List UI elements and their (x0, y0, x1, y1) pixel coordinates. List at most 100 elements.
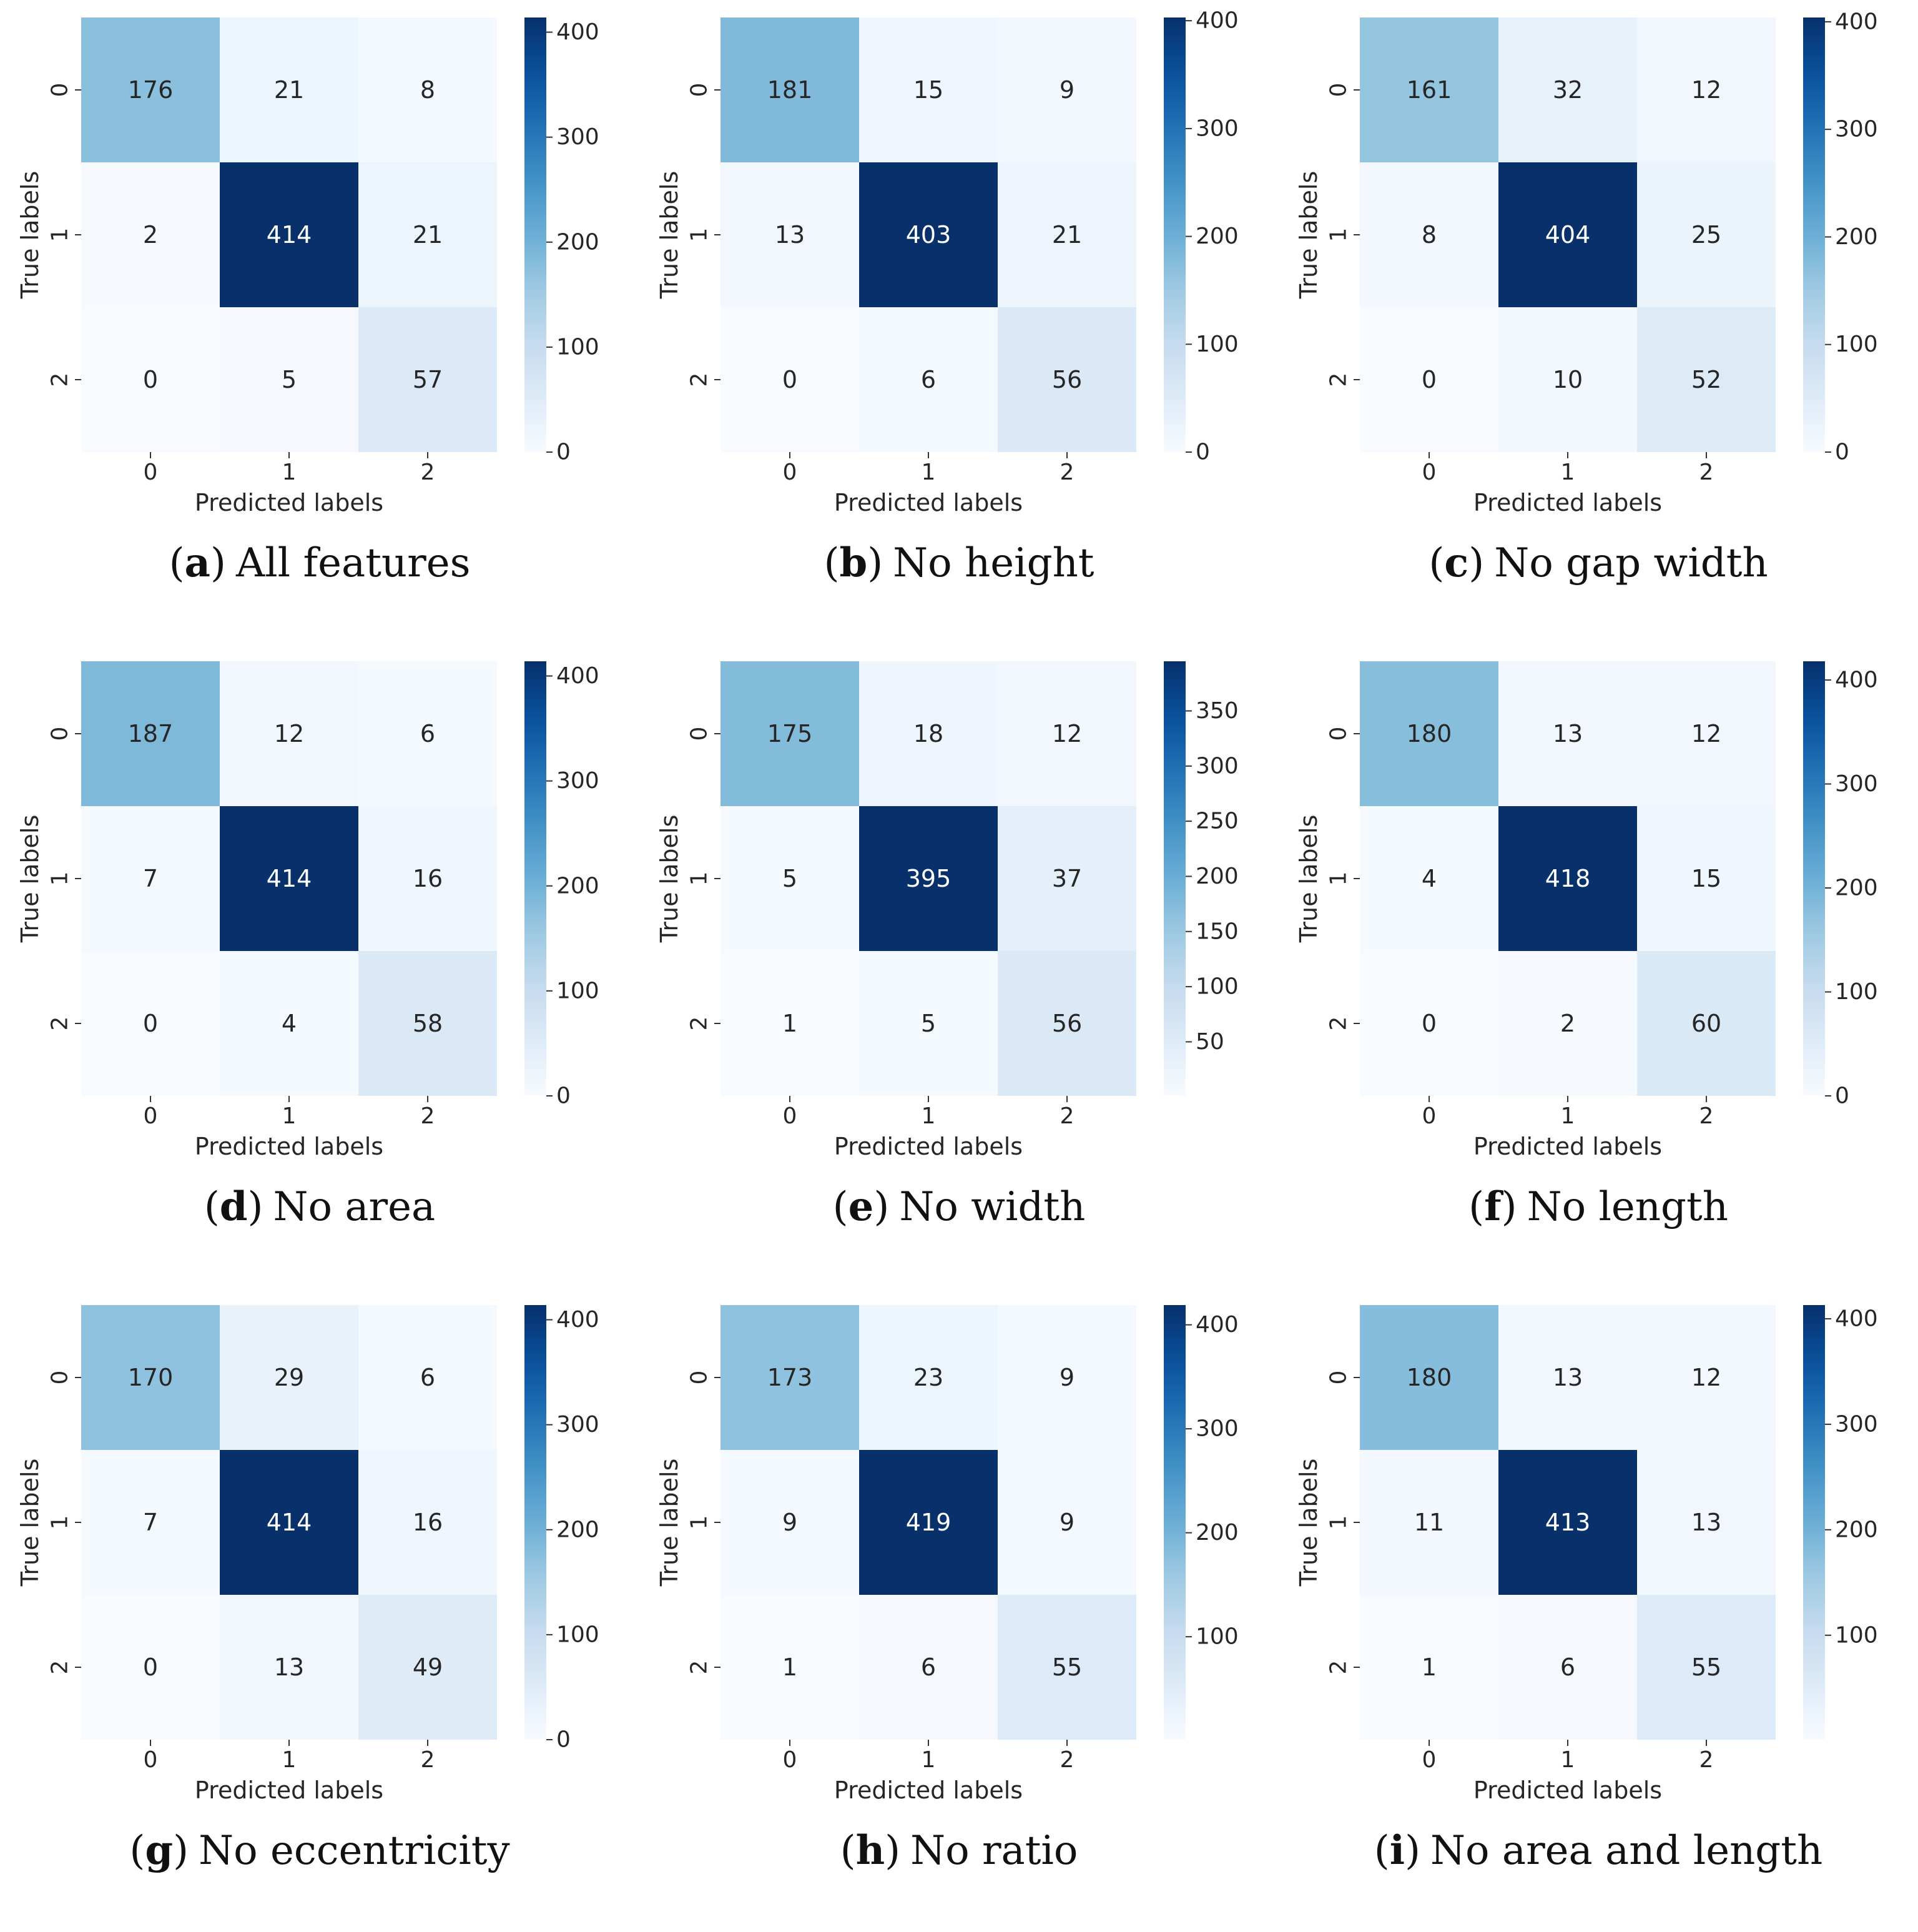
heatmap-cell (1360, 162, 1498, 307)
cell-value-label: 11 (1414, 1509, 1444, 1536)
subfigure-caption: (e) No width (639, 1182, 1279, 1232)
x-tick-label: 2 (421, 1103, 435, 1129)
heatmap-cell (1498, 1305, 1637, 1450)
colorbar-tick-label: 100 (556, 978, 599, 1003)
cell-value-label: 6 (921, 1654, 936, 1681)
cell-value-label: 5 (782, 865, 797, 892)
heatmap-cell (1637, 307, 1776, 452)
x-tick-label: 2 (1699, 1747, 1714, 1773)
heatmap-cell (1360, 17, 1498, 162)
heatmap-cell (1637, 1595, 1776, 1740)
colorbar (524, 661, 546, 1096)
caption-close-paren: ) (873, 1184, 890, 1230)
colorbar-tick-label: 100 (556, 1622, 599, 1647)
heatmap-cell (220, 806, 358, 951)
y-tick-label: 0 (47, 83, 73, 97)
colorbar-tick-label: 100 (1196, 1624, 1239, 1650)
caption-close-paren: ) (210, 540, 226, 586)
heatmap-cell (1498, 806, 1637, 951)
y-axis-label: True labels (656, 1459, 683, 1587)
y-axis-label: True labels (16, 171, 44, 300)
cell-value-label: 18 (913, 720, 943, 747)
x-tick-label: 2 (421, 460, 435, 485)
y-tick-label: 1 (47, 1516, 73, 1530)
colorbar-tick-label: 0 (556, 1083, 571, 1109)
cell-value-label: 15 (1691, 865, 1721, 892)
cell-value-label: 16 (413, 1509, 443, 1536)
colorbar-tick-label: 300 (1835, 117, 1878, 142)
cell-value-label: 0 (143, 1010, 158, 1037)
heatmap-cell (720, 1595, 859, 1740)
caption-close-paren: ) (1501, 1184, 1517, 1230)
cell-value-label: 55 (1691, 1654, 1721, 1681)
cell-value-label: 21 (274, 76, 304, 104)
heatmap-cell (220, 307, 358, 452)
colorbar-tick-label: 200 (556, 1517, 599, 1542)
x-tick-label: 1 (282, 1103, 297, 1129)
cell-value-label: 418 (1545, 865, 1591, 892)
cell-value-label: 29 (274, 1364, 304, 1391)
heatmap-cell (1360, 951, 1498, 1096)
colorbar-tick-label: 300 (1196, 753, 1239, 779)
heatmap-cell (1498, 661, 1637, 806)
y-tick-label: 0 (687, 727, 712, 741)
heatmap-cell (358, 806, 497, 951)
cell-value-label: 0 (782, 366, 797, 393)
heatmap-b: 181 15 9 13 403 21 0 6 56 0 1 2 Predicted labels 0 1 2 T… (656, 8, 1239, 516)
colorbar-tick-label: 200 (1196, 864, 1239, 889)
cell-value-label: 13 (1553, 720, 1583, 747)
heatmap-cell (358, 162, 497, 307)
heatmap-cell (1360, 307, 1498, 452)
caption-title: No area and length (1430, 1828, 1823, 1874)
y-tick-label: 1 (47, 872, 73, 886)
caption-open-paren: ( (1429, 540, 1445, 586)
y-tick-label: 0 (47, 727, 73, 741)
subfigure-caption: (f) No length (1279, 1182, 1918, 1232)
x-axis-label: Predicted labels (195, 1777, 383, 1804)
colorbar-tick-label: 50 (1196, 1029, 1224, 1055)
cell-value-label: 12 (1691, 76, 1721, 104)
cell-value-label: 161 (1407, 76, 1452, 104)
cell-value-label: 1 (782, 1010, 797, 1037)
y-tick-label: 0 (687, 1371, 712, 1385)
caption-open-paren: ( (1374, 1828, 1390, 1874)
heatmap-cell (358, 951, 497, 1096)
caption-open-paren: ( (1468, 1184, 1485, 1230)
subfigure-caption: (i) No area and length (1279, 1826, 1918, 1876)
colorbar-tick-label: 400 (1196, 1312, 1239, 1338)
y-tick-label: 1 (1326, 228, 1352, 242)
colorbar-tick-label: 300 (556, 768, 599, 794)
cell-value-label: 13 (1553, 1364, 1583, 1391)
cell-value-label: 1 (782, 1654, 797, 1681)
panel-letter: d (219, 1183, 248, 1230)
x-axis-label: Predicted labels (1473, 1777, 1662, 1804)
heatmap-cell (358, 307, 497, 452)
y-tick-label: 0 (1326, 83, 1352, 97)
heatmap-h: 173 23 9 9 419 9 1 6 55 0 1 2 Predicted labels 0 1 2 Tru… (656, 1305, 1239, 1804)
colorbar-tick-label: 300 (1835, 1411, 1878, 1437)
heatmap-cell (1637, 162, 1776, 307)
colorbar-tick-label: 0 (1196, 440, 1210, 465)
heatmap-cell (358, 661, 497, 806)
colorbar-tick-label: 300 (556, 1412, 599, 1437)
heatmap-cell (81, 1450, 220, 1595)
heatmap-cell (81, 1305, 220, 1450)
x-tick-label: 2 (1699, 460, 1714, 485)
heatmap-cell (1498, 1450, 1637, 1595)
y-tick-label: 1 (1326, 872, 1352, 886)
heatmap-cell (1360, 806, 1498, 951)
panel-letter: g (145, 1827, 174, 1874)
colorbar-tick-label: 200 (556, 229, 599, 255)
colorbar-tick-label: 100 (1835, 979, 1878, 1005)
heatmap-cell (859, 307, 998, 452)
colorbar-tick-label: 400 (556, 19, 599, 45)
heatmap-cell (859, 1305, 998, 1450)
colorbar-tick-label: 400 (1196, 8, 1239, 34)
heatmap-cell (81, 162, 220, 307)
heatmap-cell (81, 17, 220, 162)
cell-value-label: 8 (420, 76, 435, 104)
chart-panel-b: 181 15 9 13 403 21 0 6 56 0 1 2 Predicted labels 0 1 2 T… (639, 0, 1279, 644)
x-axis-label: Predicted labels (195, 489, 383, 516)
cell-value-label: 9 (1060, 1509, 1075, 1536)
chart-panel-h: 173 23 9 9 419 9 1 6 55 0 1 2 Predicted labels 0 1 2 Tru… (639, 1288, 1279, 1931)
